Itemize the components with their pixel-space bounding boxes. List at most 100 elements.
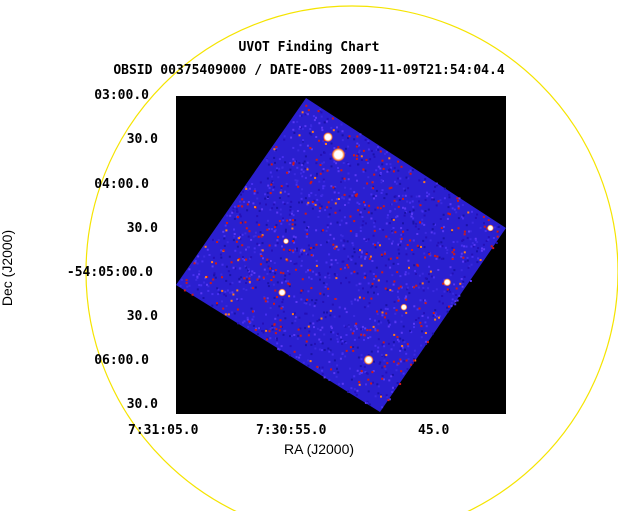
hot-pixel [379, 150, 382, 153]
noise-pixel [387, 342, 390, 345]
noise-pixel [485, 240, 488, 242]
noise-pixel [276, 211, 279, 214]
hot-pixel [385, 354, 388, 357]
field-of-view-circle [85, 5, 618, 516]
noise-pixel [449, 266, 452, 269]
noise-pixel [325, 283, 328, 286]
noise-pixel [366, 402, 368, 405]
noise-pixel [442, 225, 445, 228]
noise-pixel [387, 258, 390, 261]
hot-pixel [367, 378, 370, 381]
hot-pixel [356, 193, 358, 196]
noise-pixel [413, 358, 415, 361]
hot-pixel [426, 341, 429, 344]
noise-pixel [304, 327, 307, 330]
noise-pixel [338, 306, 341, 309]
hot-pixel [241, 244, 244, 247]
hot-pixel [349, 230, 352, 233]
noise-pixel [417, 286, 420, 289]
noise-pixel [336, 332, 339, 335]
noise-pixel [441, 295, 444, 297]
noise-pixel [440, 202, 443, 205]
y-tick-label: -54:05:00.0 [66, 265, 153, 280]
hot-pixel [337, 198, 340, 200]
noise-pixel [377, 146, 379, 148]
noise-pixel [373, 225, 376, 228]
noise-pixel [405, 352, 408, 355]
noise-pixel [481, 247, 483, 250]
hot-pixel [424, 302, 427, 305]
hot-pixel [204, 245, 207, 248]
noise-pixel [448, 196, 451, 199]
noise-pixel [406, 200, 409, 203]
noise-pixel [398, 252, 401, 255]
noise-pixel [327, 295, 330, 297]
noise-pixel [344, 179, 346, 182]
noise-pixel [293, 173, 296, 176]
hot-pixel [381, 377, 384, 380]
noise-pixel [403, 341, 406, 344]
noise-pixel [313, 199, 316, 202]
noise-pixel [416, 233, 419, 235]
noise-pixel [379, 171, 382, 174]
noise-pixel [295, 356, 298, 358]
noise-pixel [304, 312, 307, 315]
noise-pixel [469, 280, 472, 282]
noise-pixel [262, 331, 265, 334]
noise-pixel [239, 267, 242, 270]
noise-pixel [311, 207, 314, 210]
noise-pixel [267, 163, 270, 166]
noise-pixel [465, 245, 468, 248]
noise-pixel [390, 230, 393, 233]
noise-pixel [426, 195, 429, 198]
noise-pixel [203, 281, 206, 284]
hot-pixel [381, 271, 384, 274]
noise-pixel [442, 230, 445, 233]
noise-pixel [274, 229, 277, 231]
noise-pixel [192, 274, 195, 277]
noise-pixel [367, 337, 370, 339]
noise-pixel [454, 303, 457, 306]
noise-pixel [364, 256, 367, 259]
noise-pixel [261, 242, 264, 245]
noise-pixel [483, 222, 485, 225]
hot-pixel [368, 257, 371, 260]
noise-pixel [310, 192, 313, 195]
hot-pixel [311, 201, 314, 203]
hot-pixel [276, 296, 278, 298]
noise-pixel [305, 312, 308, 315]
noise-pixel [280, 188, 283, 191]
noise-pixel [295, 181, 298, 184]
noise-pixel [480, 249, 483, 252]
noise-pixel [307, 253, 309, 256]
hot-pixel [379, 207, 382, 210]
noise-pixel [319, 340, 322, 343]
noise-pixel [342, 260, 345, 263]
noise-pixel [399, 244, 402, 247]
noise-pixel [353, 388, 356, 391]
hot-pixel [269, 192, 272, 195]
hot-pixel [400, 370, 403, 373]
noise-pixel [347, 163, 350, 165]
y-tick-label: 03:00.0 [94, 88, 149, 103]
noise-pixel [317, 216, 320, 218]
noise-pixel [372, 153, 375, 156]
hot-pixel [185, 281, 188, 284]
hot-pixel [339, 268, 342, 271]
noise-pixel [302, 140, 304, 143]
noise-pixel [425, 342, 428, 345]
hot-pixel [237, 259, 240, 262]
noise-pixel [288, 354, 291, 357]
noise-pixel [399, 275, 402, 278]
noise-pixel [374, 319, 376, 322]
hot-pixel [363, 201, 365, 204]
noise-pixel [358, 282, 361, 285]
noise-pixel [223, 235, 226, 238]
noise-pixel [288, 285, 291, 288]
noise-pixel [369, 270, 372, 273]
y-tick-label: 30.0 [126, 397, 158, 412]
noise-pixel [345, 276, 348, 279]
noise-pixel [388, 168, 391, 171]
noise-pixel [213, 272, 216, 275]
noise-pixel [258, 202, 261, 205]
